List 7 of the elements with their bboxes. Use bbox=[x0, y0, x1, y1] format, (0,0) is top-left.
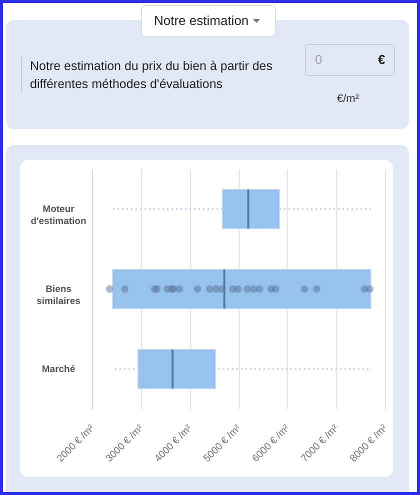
dropdown-button: Notre estimation bbox=[141, 5, 276, 37]
y-tick-label: Marché bbox=[42, 364, 76, 375]
y-tick-label: Biens similaires bbox=[36, 284, 80, 307]
y-tick-label: Moteur d'estimation bbox=[30, 204, 86, 227]
chart-title: Notre estimation du prix du bien à partir des différentes méthodes d'évaluations bbox=[30, 58, 274, 93]
text: €/m² bbox=[337, 93, 359, 105]
text-field: 0 € bbox=[305, 44, 395, 76]
